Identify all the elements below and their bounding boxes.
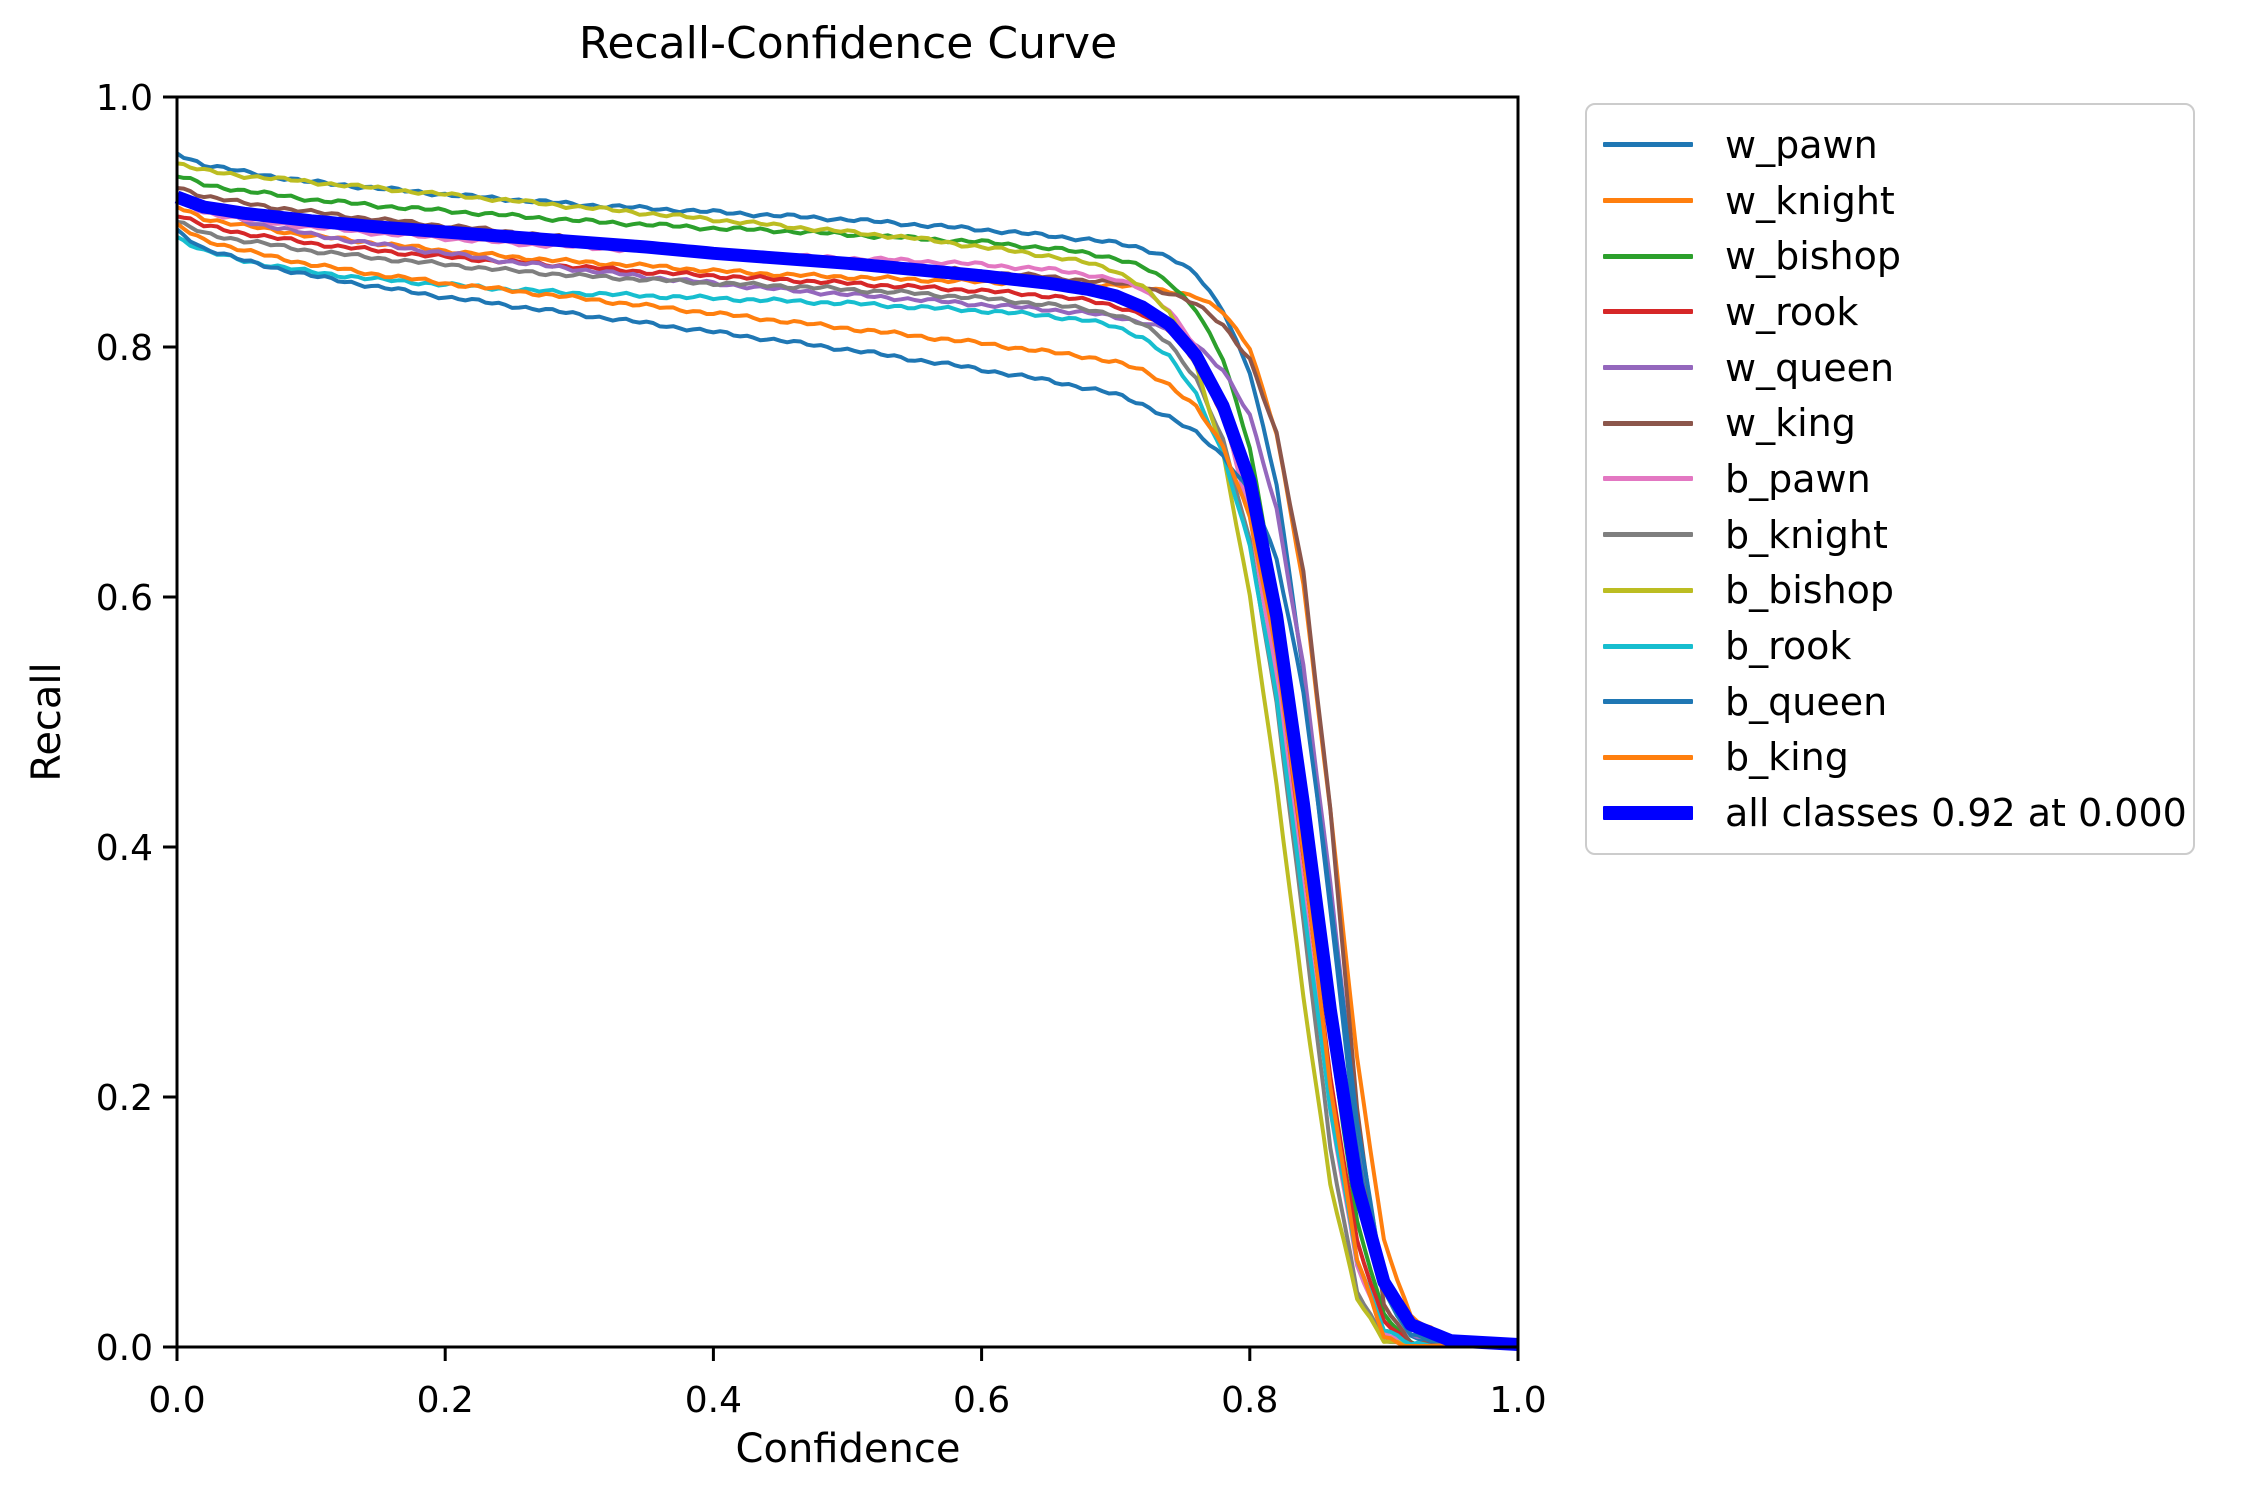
curve-b_queen xyxy=(175,227,1519,1348)
legend-item-w_queen: w_queen xyxy=(1587,341,2193,395)
curve-b_bishop xyxy=(176,161,1518,1348)
x-axis-label: Confidence xyxy=(736,1426,961,1472)
x-tick-label: 0.2 xyxy=(417,1380,474,1421)
x-tick-label: 0.6 xyxy=(953,1380,1010,1421)
legend-item-w_pawn: w_pawn xyxy=(1587,118,2193,172)
legend-label: w_queen xyxy=(1725,345,1895,390)
legend-label: w_bishop xyxy=(1725,234,1902,279)
legend-item-w_bishop: w_bishop xyxy=(1587,229,2193,283)
legend-line-sample xyxy=(1603,476,1693,482)
legend-label: b_bishop xyxy=(1725,568,1895,613)
legend-label: w_rook xyxy=(1725,289,1859,334)
legend-label: all classes 0.92 at 0.000 xyxy=(1725,791,2187,836)
legend-item-b_queen: b_queen xyxy=(1587,675,2193,729)
y-tick-label: 0.2 xyxy=(96,1078,153,1119)
legend-label: w_pawn xyxy=(1725,122,1878,167)
x-axis-ticks: 0.0 0.2 0.4 0.6 0.8 1.0 xyxy=(148,1347,1547,1421)
curve-w_queen xyxy=(176,193,1518,1348)
legend-item-w_king: w_king xyxy=(1587,396,2193,450)
y-tick-label: 1.0 xyxy=(96,78,153,119)
legend-line-sample xyxy=(1603,754,1693,760)
y-axis-label: Recall xyxy=(24,662,70,781)
y-tick-label: 0.4 xyxy=(96,828,153,869)
legend-line-sample xyxy=(1603,806,1693,821)
legend-line-sample xyxy=(1603,309,1693,315)
legend-label: b_pawn xyxy=(1725,456,1871,501)
chart-title: Recall-Confidence Curve xyxy=(579,18,1117,69)
legend-label: w_knight xyxy=(1725,178,1895,223)
legend-line-sample xyxy=(1603,587,1693,593)
y-tick-label: 0.6 xyxy=(96,578,153,619)
y-tick-label: 0.0 xyxy=(96,1328,153,1369)
legend-item-b_rook: b_rook xyxy=(1587,619,2193,673)
curves-group xyxy=(174,151,1519,1351)
chart-legend: w_pawn w_knight w_bishop w_rook w_queen w_kin… xyxy=(1585,103,2195,855)
legend-label: b_knight xyxy=(1725,512,1888,557)
legend-item-b_knight: b_knight xyxy=(1587,508,2193,562)
legend-item-w_rook: w_rook xyxy=(1587,285,2193,339)
x-tick-label: 0.8 xyxy=(1221,1380,1278,1421)
plot-frame xyxy=(175,95,1520,1349)
legend-line-sample xyxy=(1603,142,1693,148)
legend-line-sample xyxy=(1603,198,1693,204)
legend-line-sample xyxy=(1603,253,1693,259)
x-tick-label: 0.0 xyxy=(148,1380,205,1421)
curve-all-classes xyxy=(174,190,1519,1351)
legend-label: b_rook xyxy=(1725,624,1852,669)
legend-item-b_king: b_king xyxy=(1587,730,2193,784)
y-axis-ticks: 0.0 0.2 0.4 0.6 0.8 1.0 xyxy=(96,78,177,1369)
legend-item-w_knight: w_knight xyxy=(1587,174,2193,228)
legend-label: b_queen xyxy=(1725,679,1888,724)
curve-b_rook xyxy=(176,234,1519,1348)
legend-line-sample xyxy=(1603,365,1693,371)
y-tick-label: 0.8 xyxy=(96,328,153,369)
legend-label: b_king xyxy=(1725,735,1849,780)
x-tick-label: 0.4 xyxy=(685,1380,742,1421)
legend-item-b_pawn: b_pawn xyxy=(1587,452,2193,506)
legend-item-b_bishop: b_bishop xyxy=(1587,563,2193,617)
legend-label: w_king xyxy=(1725,401,1856,446)
x-tick-label: 1.0 xyxy=(1489,1380,1546,1421)
legend-line-sample xyxy=(1603,699,1693,705)
legend-item-all-classes: all classes 0.92 at 0.000 xyxy=(1587,786,2193,840)
legend-line-sample xyxy=(1603,532,1693,538)
legend-line-sample xyxy=(1603,643,1693,649)
legend-line-sample xyxy=(1603,420,1693,426)
curve-w_pawn xyxy=(175,151,1519,1348)
